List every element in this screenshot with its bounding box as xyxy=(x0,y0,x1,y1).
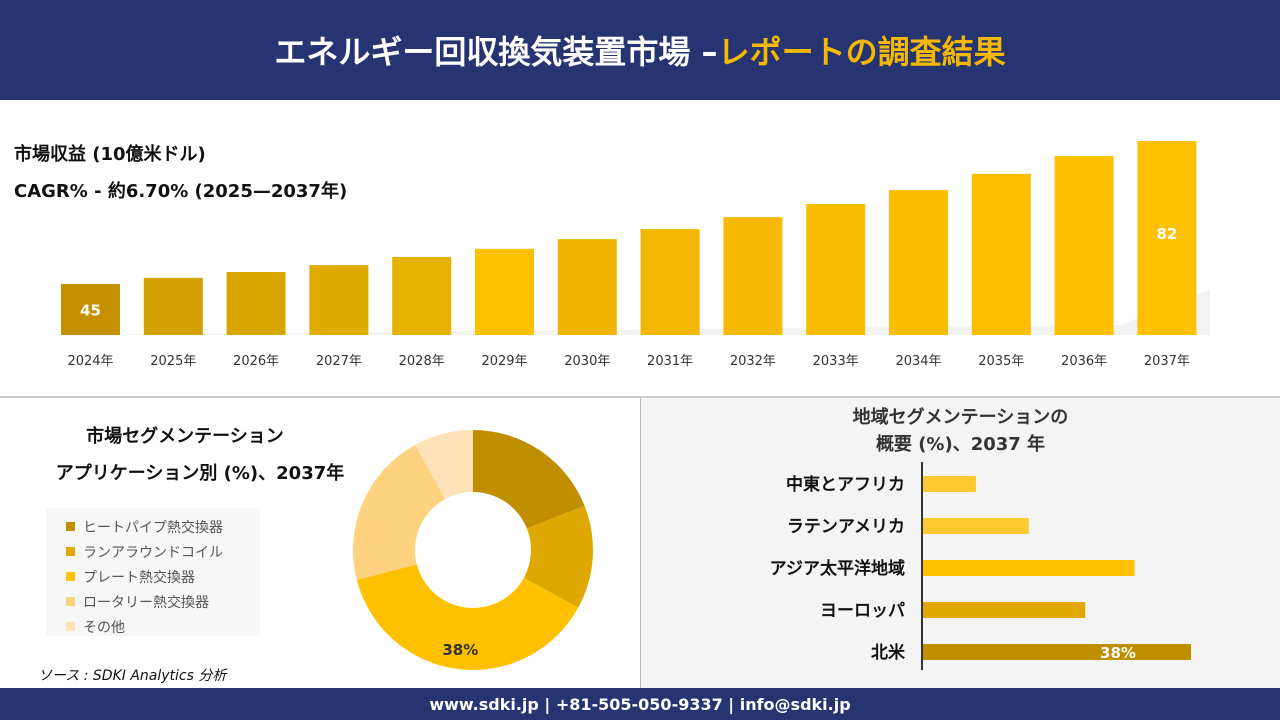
region-title-2: 概要 (%)、2037 年 xyxy=(875,434,1046,455)
legend-swatch xyxy=(66,622,75,631)
bar xyxy=(475,248,534,335)
legend-swatch xyxy=(66,547,75,556)
bar xyxy=(723,217,783,335)
bar xyxy=(923,476,976,492)
x-tick-label: 2027年 xyxy=(316,354,362,369)
donut-chart: 38% xyxy=(353,430,593,670)
x-tick-label: 2033年 xyxy=(813,354,859,369)
bar xyxy=(557,239,617,335)
bar xyxy=(923,644,1191,660)
slice-label: 38% xyxy=(442,641,478,659)
x-tick-label: 2028年 xyxy=(399,354,445,369)
legend-swatch xyxy=(66,522,75,531)
legend-swatch xyxy=(66,572,75,581)
bar xyxy=(923,560,1135,576)
donut-slice xyxy=(356,564,579,670)
data-label: 38% xyxy=(1100,644,1136,662)
bar xyxy=(923,518,1029,534)
divider xyxy=(640,398,641,688)
bar xyxy=(61,284,120,335)
cagr-label: CAGR% - 約6.70% (2025—2037年) xyxy=(14,181,348,202)
divider xyxy=(0,396,1280,398)
legend-label: ランアラウンドコイル xyxy=(83,544,223,561)
bar xyxy=(143,277,203,335)
x-tick-label: 2032年 xyxy=(730,354,776,369)
x-tick-label: 2024年 xyxy=(67,354,113,369)
x-tick-label: 2026年 xyxy=(233,354,279,369)
y-tick-label: ヨーロッパ xyxy=(820,601,905,621)
x-tick-label: 2029年 xyxy=(481,354,527,369)
pie-title-2: アプリケーション別 (%)、2037年 xyxy=(55,463,345,484)
region-segment-panel: 地域セグメンテーションの 概要 (%)、2037 年 中東とアフリカ ラテンアメリカ… xyxy=(641,398,1280,688)
bar xyxy=(923,602,1086,618)
donut-slice xyxy=(523,505,593,608)
x-tick-label: 2036年 xyxy=(1061,354,1107,369)
footer-contact: www.sdki.jp | +81-505-050-9337 | info@sd… xyxy=(0,688,1280,720)
legend-label: その他 xyxy=(83,619,125,636)
legend-item: プレート熱交換器 xyxy=(66,564,240,589)
x-tick-label: 2037年 xyxy=(1144,354,1190,369)
bar xyxy=(309,265,369,335)
revenue-bar-chart: 2024年 45 2025年 2026年 2027年 2028年 2029年 2030年 203… xyxy=(60,141,1210,369)
legend-label: ロータリー熱交換器 xyxy=(83,594,209,611)
legend-label: プレート熱交換器 xyxy=(83,569,195,586)
donut-slice xyxy=(415,430,473,500)
title: エネルギー回収換気装置市場 – xyxy=(274,33,718,71)
x-tick-label: 2034年 xyxy=(895,354,941,369)
legend-item: ヒートパイプ熱交換器 xyxy=(66,514,240,539)
donut-slice xyxy=(473,430,585,529)
application-segment-panel: 市場セグメンテーション アプリケーション別 (%)、2037年 ヒートパイプ熱交… xyxy=(0,398,640,688)
bar xyxy=(1137,141,1197,335)
revenue-chart-panel: 2024年 45 2025年 2026年 2027年 2028年 2029年 2030年 203… xyxy=(0,100,1280,396)
x-tick-label: 2030年 xyxy=(564,354,610,369)
y-tick-label: 中東とアフリカ xyxy=(786,474,905,495)
y-tick-label: アジア太平洋地域 xyxy=(770,558,905,579)
y-tick-label: 北米 xyxy=(871,642,906,663)
x-tick-label: 2025年 xyxy=(150,354,196,369)
legend-item: ランアラウンドコイル xyxy=(66,539,240,564)
source-note: ソース : SDKI Analytics 分析 xyxy=(38,668,227,684)
revenue-label: 市場収益 (10億米ドル) xyxy=(14,144,206,165)
pie-title-1: 市場セグメンテーション xyxy=(86,426,284,447)
data-label: 82 xyxy=(1156,225,1177,243)
y-tick-label: ラテンアメリカ xyxy=(787,517,905,537)
bar xyxy=(806,203,866,335)
bar xyxy=(971,173,1031,335)
bar xyxy=(889,190,948,335)
x-tick-label: 2035年 xyxy=(978,354,1024,369)
x-tick-label: 2031年 xyxy=(647,354,693,369)
region-title-1: 地域セグメンテーションの xyxy=(852,407,1069,428)
bar xyxy=(226,272,286,335)
bar xyxy=(640,229,700,335)
header-banner: エネルギー回収換気装置市場 – レポートの調査結果 xyxy=(0,0,1280,100)
legend-item: その他 xyxy=(66,614,240,639)
legend-item: ロータリー熱交換器 xyxy=(66,589,240,614)
title-accent: レポートの調査結果 xyxy=(717,33,1006,71)
donut-slice xyxy=(353,444,446,580)
legend-swatch xyxy=(66,597,75,606)
bar xyxy=(1054,156,1114,335)
legend-label: ヒートパイプ熱交換器 xyxy=(83,519,223,536)
bar xyxy=(392,256,452,335)
pie-legend: ヒートパイプ熱交換器 ランアラウンドコイル プレート熱交換器 ロータリー熱交換器 その他 xyxy=(46,508,260,636)
data-label: 45 xyxy=(80,302,101,320)
